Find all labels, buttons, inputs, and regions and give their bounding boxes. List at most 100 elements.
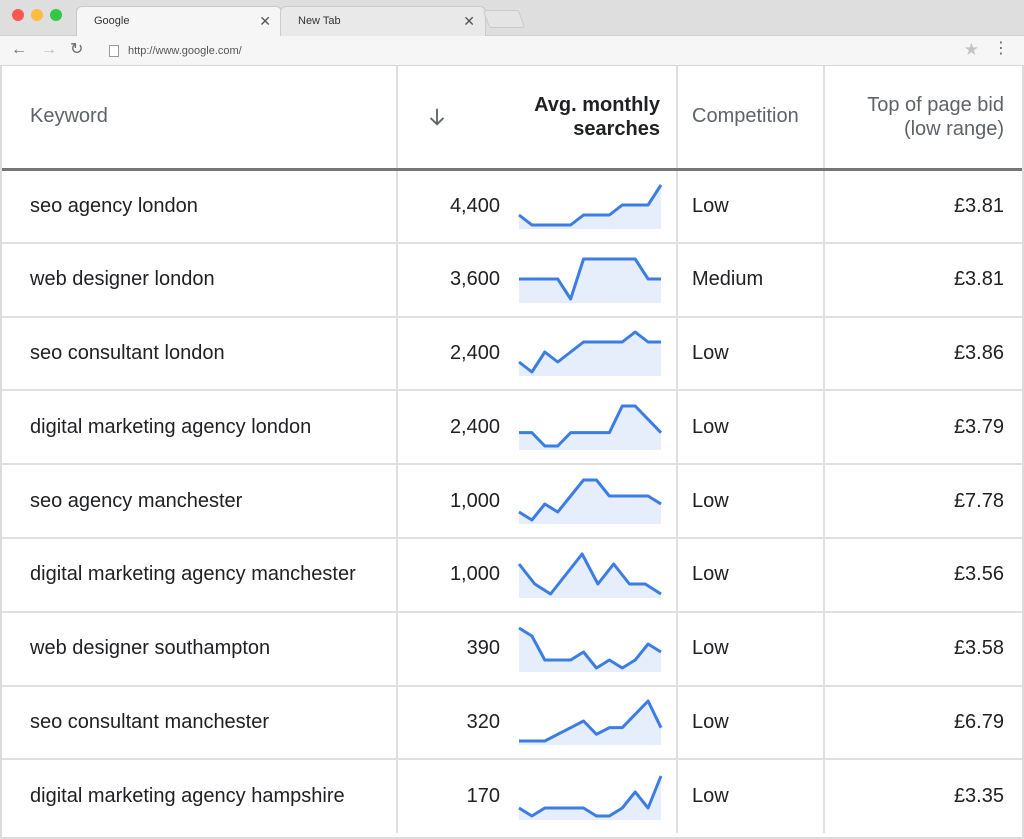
trend-cell bbox=[512, 316, 678, 391]
competition-cell: Low bbox=[677, 316, 825, 391]
bid-cell: £3.58 bbox=[953, 637, 1004, 660]
keyword-cell: web designer southampton bbox=[2, 611, 398, 686]
window-close-icon[interactable] bbox=[12, 9, 24, 21]
arrow-left-icon[interactable]: ← bbox=[11, 41, 27, 58]
menu-dots-icon[interactable]: ⋮ bbox=[993, 40, 1009, 57]
searches-cell: 1,000 bbox=[449, 489, 500, 512]
competition-cell: Low bbox=[677, 611, 825, 686]
trend-cell bbox=[512, 759, 678, 834]
trend-cell bbox=[512, 169, 678, 243]
star-icon[interactable]: ★ bbox=[963, 40, 979, 59]
arrow-down-icon[interactable] bbox=[426, 106, 448, 128]
bid-cell: £3.35 bbox=[953, 785, 1004, 808]
trend-cell bbox=[512, 390, 678, 465]
table-row[interactable]: digital marketing agency london 2,400 Low £… bbox=[2, 390, 1022, 465]
tab-label: Google bbox=[94, 15, 130, 27]
new-tab-button[interactable] bbox=[482, 10, 526, 28]
bid-cell: £3.86 bbox=[953, 341, 1004, 364]
tab-new-tab[interactable]: New Tab ✕ bbox=[280, 6, 486, 36]
competition-cell: Low bbox=[677, 537, 825, 612]
table-row[interactable]: digital marketing agency hampshire 170 Low… bbox=[2, 759, 1022, 834]
bid-cell: £3.81 bbox=[953, 194, 1004, 217]
reload-icon[interactable]: ↻ bbox=[70, 41, 84, 58]
trend-line bbox=[519, 699, 663, 743]
competition-cell: Medium bbox=[677, 242, 825, 317]
competition-cell: Low bbox=[677, 685, 825, 760]
trend-sparkline bbox=[518, 626, 662, 672]
trend-area bbox=[519, 480, 661, 525]
trend-area bbox=[519, 553, 661, 598]
competition-cell: Low bbox=[677, 169, 825, 243]
header-bid-line2: (low range) bbox=[903, 117, 1004, 140]
searches-cell: 2,400 bbox=[449, 341, 500, 364]
keyword-cell: web designer london bbox=[2, 242, 398, 317]
trend-line bbox=[518, 478, 662, 522]
header-avg-monthly-searches[interactable]: Avg. monthly searches bbox=[512, 66, 678, 169]
trend-line bbox=[519, 404, 663, 448]
table-row[interactable]: seo consultant manchester 320 Low £6.79 bbox=[2, 685, 1022, 760]
tab-label: New Tab bbox=[298, 15, 341, 27]
table-row[interactable]: web designer southampton 390 Low £3.58 bbox=[2, 611, 1022, 686]
keyword-cell: seo agency london bbox=[2, 169, 398, 243]
competition-cell: Low bbox=[677, 464, 825, 538]
sort-toggle[interactable] bbox=[397, 66, 512, 169]
table-row[interactable]: seo agency london 4,400 Low £3.81 bbox=[2, 169, 1022, 243]
trend-sparkline bbox=[518, 775, 663, 820]
header-keyword[interactable]: Keyword bbox=[2, 66, 398, 169]
close-icon[interactable]: ✕ bbox=[463, 13, 475, 29]
bid-cell: £3.81 bbox=[953, 268, 1004, 291]
close-icon[interactable]: ✕ bbox=[259, 13, 271, 29]
trend-cell bbox=[512, 611, 678, 686]
table-row[interactable]: seo consultant london 2,400 Low £3.86 bbox=[2, 316, 1022, 391]
url-text: http://www.google.com/ bbox=[128, 45, 242, 57]
bid-cell: £3.56 bbox=[953, 563, 1004, 586]
keyword-cell: digital marketing agency manchester bbox=[2, 537, 398, 612]
trend-cell bbox=[512, 464, 678, 538]
trend-sparkline bbox=[519, 257, 661, 303]
header-top-of-page-bid[interactable]: Top of page bid (low range) bbox=[824, 66, 1022, 169]
table-row[interactable]: seo agency manchester 1,000 Low £7.78 bbox=[2, 464, 1022, 538]
window-minimize-icon[interactable] bbox=[31, 9, 43, 21]
trend-area bbox=[519, 332, 661, 377]
keyword-cell: seo agency manchester bbox=[2, 464, 398, 538]
bid-cell: £6.79 bbox=[953, 710, 1004, 733]
trend-area bbox=[519, 406, 661, 451]
arrow-right-icon[interactable]: → bbox=[41, 41, 57, 58]
searches-cell: 4,400 bbox=[449, 194, 500, 217]
table-row[interactable]: web designer london 3,600 Medium £3.81 bbox=[2, 242, 1022, 317]
keyword-cell: digital marketing agency london bbox=[2, 390, 398, 465]
trend-area bbox=[519, 258, 661, 303]
header-keyword-label: Keyword bbox=[30, 105, 108, 128]
trend-sparkline bbox=[518, 478, 662, 525]
table-row[interactable]: digital marketing agency manchester 1,000… bbox=[2, 537, 1022, 612]
searches-cell: 2,400 bbox=[449, 415, 500, 438]
competition-cell: Low bbox=[677, 390, 825, 465]
header-avg-line2: searches bbox=[573, 117, 660, 140]
bid-cell: £7.78 bbox=[953, 489, 1004, 512]
address-bar[interactable]: http://www.google.com/ bbox=[100, 39, 990, 63]
trend-line bbox=[519, 257, 661, 301]
tab-google[interactable]: Google ✕ bbox=[76, 6, 282, 36]
trend-line bbox=[518, 184, 663, 227]
searches-cell: 390 bbox=[466, 637, 500, 660]
window-zoom-icon[interactable] bbox=[50, 9, 62, 21]
page-icon bbox=[109, 45, 119, 57]
trend-area bbox=[519, 185, 661, 230]
header-competition-label: Competition bbox=[692, 105, 799, 128]
header-avg-line1: Avg. monthly bbox=[534, 93, 660, 116]
keyword-ideas-panel: Keyword Avg. monthly searches Competitio… bbox=[0, 66, 1024, 839]
trend-line bbox=[518, 626, 662, 670]
keyword-table: Keyword Avg. monthly searches Competitio… bbox=[2, 66, 1022, 834]
searches-cell: 3,600 bbox=[449, 268, 500, 291]
browser-toolbar: ← → ↻ http://www.google.com/ ★ ⋮ bbox=[0, 36, 1024, 66]
header-competition[interactable]: Competition bbox=[677, 66, 825, 169]
searches-cell: 320 bbox=[466, 710, 500, 733]
browser-tab-bar: Google ✕ New Tab ✕ bbox=[0, 0, 1024, 36]
trend-sparkline bbox=[519, 404, 663, 451]
trend-area bbox=[519, 701, 661, 746]
table-header-row: Keyword Avg. monthly searches Competitio… bbox=[2, 66, 1022, 169]
trend-sparkline bbox=[517, 552, 662, 598]
searches-cell: 1,000 bbox=[449, 563, 500, 586]
keyword-cell: seo consultant manchester bbox=[2, 685, 398, 760]
trend-sparkline bbox=[519, 699, 663, 746]
